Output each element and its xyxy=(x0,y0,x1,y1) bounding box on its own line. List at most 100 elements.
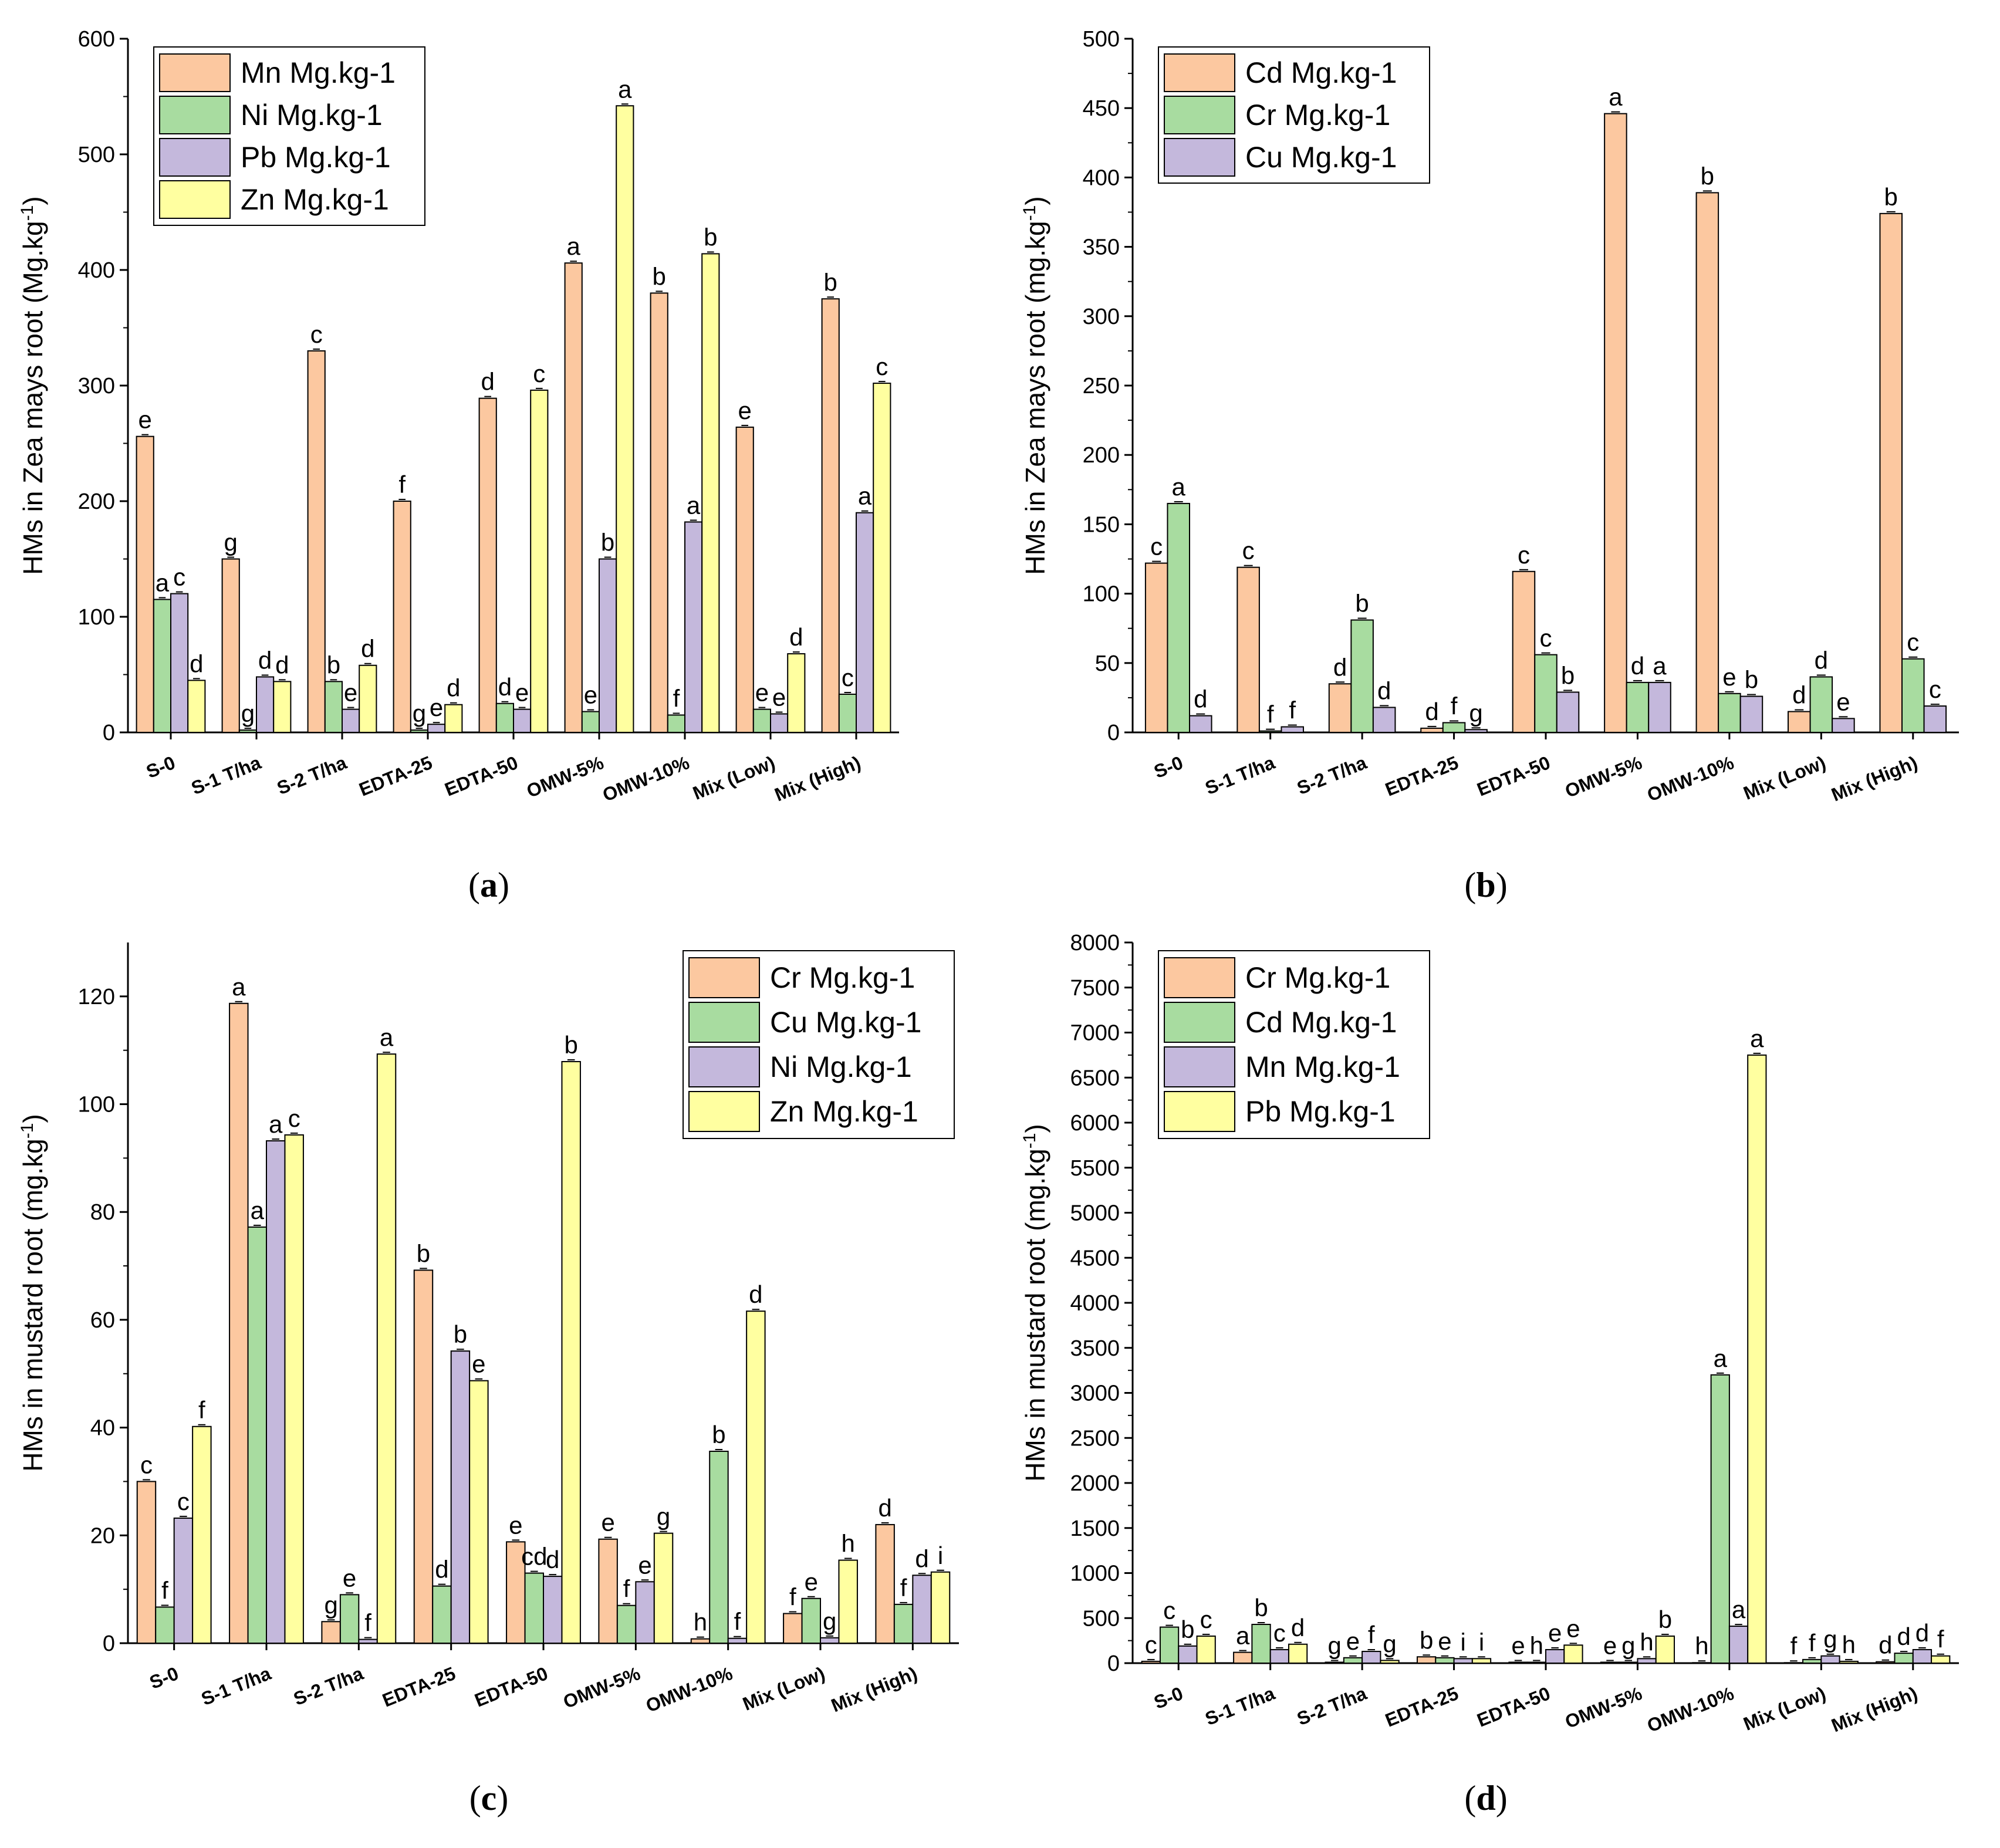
y-tick-label: 80 xyxy=(90,1200,115,1225)
bar xyxy=(1416,1656,1437,1664)
bar xyxy=(1563,1644,1583,1664)
significance-letter: g xyxy=(224,529,238,556)
bar xyxy=(1912,1648,1933,1664)
bar xyxy=(616,1604,637,1644)
significance-letter: g xyxy=(823,1607,836,1635)
y-tick-label: 60 xyxy=(90,1308,115,1333)
x-category-label: S-1 T/ha xyxy=(1202,752,1278,799)
bar xyxy=(875,1523,895,1644)
x-category-label: S-2 T/ha xyxy=(274,752,350,799)
y-tick-label: 150 xyxy=(1083,512,1120,537)
y-tick-label: 0 xyxy=(1107,1651,1120,1676)
significance-letter: g xyxy=(1823,1626,1837,1653)
significance-letter: c xyxy=(1907,629,1919,656)
significance-letter: g xyxy=(1383,1630,1396,1657)
significance-letter: c xyxy=(1200,1606,1212,1633)
y-tick-label: 250 xyxy=(1083,374,1120,398)
significance-letter: d xyxy=(435,1556,448,1583)
bar xyxy=(783,1613,803,1644)
bar xyxy=(1435,1657,1455,1664)
bar xyxy=(1637,1658,1657,1664)
significance-letter: d xyxy=(275,651,289,678)
legend-entry: Mn Mg.kg-1 xyxy=(1245,1050,1400,1083)
bar xyxy=(1626,681,1650,733)
significance-letter: a xyxy=(156,569,170,596)
significance-letter: b xyxy=(1884,183,1898,211)
x-category-label: OMW-5% xyxy=(1562,1683,1645,1732)
significance-letter: a xyxy=(567,232,581,260)
significance-letter: f xyxy=(734,1608,741,1636)
bar xyxy=(1526,1661,1547,1664)
bar xyxy=(1655,1635,1675,1664)
significance-letter: d xyxy=(546,1546,559,1573)
bar xyxy=(1695,192,1719,733)
significance-letter: e xyxy=(430,694,443,721)
x-category-label: EDTA-50 xyxy=(1474,752,1553,800)
bar xyxy=(746,1310,766,1644)
y-tick-label: 100 xyxy=(78,605,115,630)
bar xyxy=(561,1060,581,1644)
bar xyxy=(684,521,703,734)
significance-letter: h xyxy=(1695,1632,1708,1660)
bar xyxy=(173,1517,194,1644)
bar xyxy=(1802,1658,1822,1664)
significance-letter: e xyxy=(1511,1631,1525,1659)
bar xyxy=(1141,1660,1161,1664)
y-tick-label: 600 xyxy=(78,27,115,52)
significance-letter: d xyxy=(1879,1631,1892,1659)
bar xyxy=(427,724,446,733)
bar xyxy=(581,711,600,734)
bar xyxy=(1739,695,1763,734)
y-tick-label: 300 xyxy=(1083,305,1120,329)
x-category-label: OMW-5% xyxy=(1562,752,1645,802)
legend-swatch xyxy=(1164,1046,1235,1087)
legend-entry: Cu Mg.kg-1 xyxy=(1245,141,1397,174)
significance-letter: c xyxy=(1242,537,1255,565)
y-tick-label: 200 xyxy=(78,489,115,514)
bar xyxy=(650,292,668,733)
bar xyxy=(432,1585,452,1644)
significance-letter: b xyxy=(601,529,614,556)
bar xyxy=(709,1451,729,1644)
significance-letter: c xyxy=(842,664,854,691)
significance-letter: g xyxy=(413,700,426,727)
significance-letter: b xyxy=(704,223,717,251)
significance-letter: a xyxy=(1714,1344,1728,1372)
significance-letter: b xyxy=(1254,1594,1268,1621)
significance-letter: f xyxy=(1368,1621,1375,1648)
x-category-label: S-0 xyxy=(143,752,178,782)
y-tick-label: 400 xyxy=(78,258,115,283)
significance-letter: f xyxy=(1790,1632,1798,1660)
legend-swatch xyxy=(1164,1002,1235,1043)
bar xyxy=(136,1481,157,1644)
significance-letter: h xyxy=(1530,1631,1543,1659)
y-axis-title: HMs in mustard root (mg.kg-1) xyxy=(1020,1124,1051,1482)
bar xyxy=(1442,722,1466,734)
bar xyxy=(752,708,772,733)
significance-letter: a xyxy=(1750,1025,1764,1052)
significance-letter: a xyxy=(687,491,701,519)
legend-entry: Ni Mg.kg-1 xyxy=(770,1050,912,1083)
significance-letter: g xyxy=(324,1591,337,1619)
bar xyxy=(221,558,240,733)
y-tick-label: 40 xyxy=(90,1416,115,1441)
legend-entry: Pb Mg.kg-1 xyxy=(241,141,391,174)
x-category-label: EDTA-50 xyxy=(472,1663,551,1711)
significance-letter: f xyxy=(1937,1626,1944,1653)
significance-letter: e xyxy=(472,1350,485,1378)
significance-letter: e xyxy=(1836,688,1850,715)
significance-letter: d xyxy=(1425,698,1438,725)
significance-letter: f xyxy=(1451,692,1458,719)
legend-swatch xyxy=(688,1046,760,1087)
bar xyxy=(1718,692,1741,733)
bar xyxy=(1534,654,1558,733)
y-tick-label: 20 xyxy=(90,1523,115,1548)
significance-letter: b xyxy=(565,1031,578,1059)
significance-letter: d xyxy=(749,1281,762,1308)
significance-letter: c xyxy=(1540,624,1552,652)
significance-letter: f xyxy=(1289,697,1296,724)
x-category-label: EDTA-50 xyxy=(1474,1683,1553,1731)
significance-letter: f xyxy=(623,1575,630,1603)
significance-letter: d xyxy=(361,635,374,663)
x-category-label: S-2 T/ha xyxy=(290,1663,366,1710)
